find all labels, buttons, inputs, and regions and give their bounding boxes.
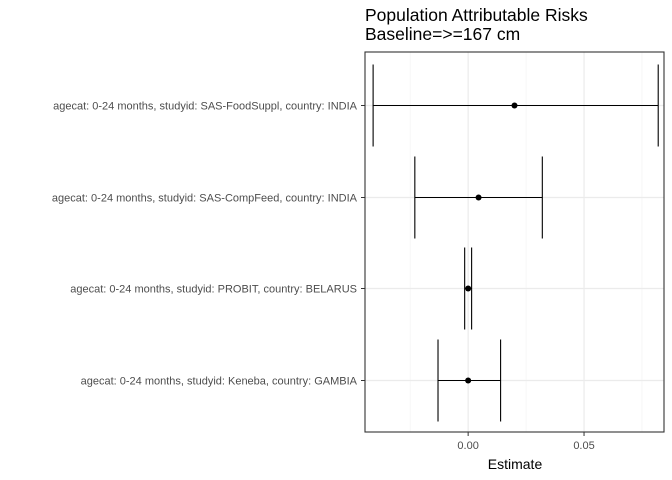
x-axis-title: Estimate (488, 456, 543, 472)
category-label: agecat: 0-24 months, studyid: PROBIT, co… (70, 284, 357, 296)
estimate-point (511, 102, 518, 109)
category-label: agecat: 0-24 months, studyid: SAS-CompFe… (52, 193, 358, 205)
chart-title-line-1: Population Attributable Risks (365, 5, 588, 25)
chart-title-line-2: Baseline=>=167 cm (365, 24, 520, 44)
estimate-point (465, 377, 472, 384)
plot-area: agecat: 0-24 months, studyid: SAS-FoodSu… (52, 51, 665, 452)
panel-background (365, 52, 664, 432)
panel-border (364, 51, 665, 433)
x-tick-label: 0.05 (573, 440, 594, 452)
x-tick-label: 0.00 (457, 440, 478, 452)
estimate-point (465, 285, 472, 292)
category-label: agecat: 0-24 months, studyid: SAS-FoodSu… (53, 101, 358, 113)
category-label: agecat: 0-24 months, studyid: Keneba, co… (81, 376, 358, 388)
estimate-point (475, 194, 482, 201)
